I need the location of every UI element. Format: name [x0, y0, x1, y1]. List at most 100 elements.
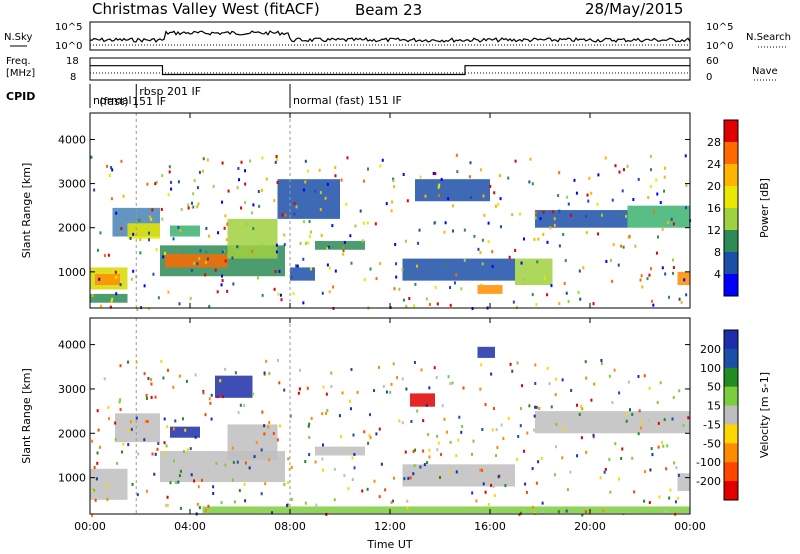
- data-pixel: [596, 202, 599, 206]
- data-pixel: [499, 197, 502, 201]
- data-pixel: [147, 377, 150, 381]
- data-pixel: [95, 477, 98, 481]
- data-pixel: [493, 494, 496, 498]
- data-region: [415, 179, 490, 202]
- colorbar-frame: [723, 329, 739, 501]
- data-pixel: [308, 435, 311, 439]
- colorbar-tick-label: 20: [707, 180, 721, 193]
- data-pixel: [514, 159, 517, 163]
- colorbar-swatch: [724, 443, 738, 463]
- data-pixel: [207, 234, 210, 238]
- data-pixel: [283, 233, 286, 237]
- data-pixel: [531, 467, 534, 471]
- data-pixel: [154, 182, 157, 186]
- data-pixel: [164, 251, 167, 255]
- data-pixel: [451, 381, 454, 385]
- data-pixel: [592, 302, 595, 306]
- data-pixel: [187, 203, 190, 207]
- data-pixel: [535, 405, 538, 409]
- data-pixel: [375, 432, 378, 436]
- data-pixel: [354, 224, 357, 228]
- data-pixel: [685, 293, 688, 297]
- data-pixel: [417, 241, 420, 245]
- data-pixel: [484, 403, 487, 407]
- data-pixel: [232, 460, 235, 464]
- data-pixel: [419, 175, 422, 179]
- data-pixel: [538, 406, 541, 410]
- data-pixel: [160, 207, 163, 211]
- data-pixel: [404, 239, 407, 243]
- data-pixel: [385, 390, 388, 394]
- data-pixel: [523, 237, 526, 241]
- data-pixel: [651, 299, 654, 303]
- data-pixel: [152, 272, 155, 276]
- data-pixel: [167, 193, 170, 197]
- data-pixel: [584, 360, 587, 364]
- data-pixel: [108, 174, 111, 178]
- data-pixel: [682, 423, 685, 427]
- colorbar-tick-label: 8: [714, 246, 721, 259]
- data-pixel: [148, 307, 151, 311]
- nsky-right-tick-lo: 10^0: [706, 41, 733, 52]
- data-pixel: [302, 301, 305, 305]
- data-pixel: [208, 304, 211, 308]
- data-pixel: [146, 419, 149, 423]
- data-pixel: [555, 422, 558, 426]
- data-pixel: [178, 302, 181, 306]
- data-pixel: [258, 204, 261, 208]
- data-pixel: [573, 178, 576, 182]
- data-pixel: [604, 156, 607, 160]
- data-pixel: [511, 369, 514, 373]
- data-pixel: [204, 413, 207, 417]
- colorbar-tick-label: -200: [696, 475, 721, 488]
- data-pixel: [637, 375, 640, 379]
- data-pixel: [214, 268, 217, 272]
- data-pixel: [378, 365, 381, 369]
- data-pixel: [181, 417, 184, 421]
- data-pixel: [267, 425, 270, 429]
- data-pixel: [226, 289, 229, 293]
- data-pixel: [529, 157, 532, 161]
- data-pixel: [535, 481, 538, 485]
- data-pixel: [115, 211, 118, 215]
- colorbar-swatch: [724, 164, 738, 187]
- data-pixel: [558, 209, 561, 213]
- data-pixel: [549, 226, 552, 230]
- data-pixel: [220, 283, 223, 287]
- data-pixel: [91, 294, 94, 298]
- data-pixel: [114, 270, 117, 274]
- data-pixel: [161, 174, 164, 178]
- data-pixel: [204, 508, 207, 512]
- data-pixel: [435, 376, 438, 380]
- data-pixel: [260, 188, 263, 192]
- data-pixel: [199, 249, 202, 253]
- data-pixel: [580, 436, 583, 440]
- data-pixel: [471, 307, 474, 311]
- data-pixel: [557, 193, 560, 197]
- data-pixel: [149, 378, 152, 382]
- y-axis-label: Slant Range [km]: [20, 163, 33, 259]
- data-pixel: [496, 446, 499, 450]
- data-pixel: [186, 448, 189, 452]
- data-pixel: [479, 168, 482, 172]
- data-pixel: [531, 505, 534, 509]
- data-pixel: [567, 300, 570, 304]
- data-pixel: [525, 490, 528, 494]
- data-pixel: [436, 448, 439, 452]
- data-pixel: [438, 183, 441, 187]
- data-pixel: [499, 225, 502, 229]
- data-pixel: [135, 360, 138, 364]
- data-pixel: [198, 170, 201, 174]
- data-pixel: [130, 427, 133, 431]
- data-pixel: [534, 511, 537, 515]
- data-pixel: [322, 385, 325, 389]
- data-pixel: [416, 264, 419, 268]
- data-pixel: [657, 445, 660, 449]
- data-pixel: [471, 491, 474, 495]
- data-pixel: [212, 485, 215, 489]
- data-pixel: [227, 189, 230, 193]
- data-pixel: [653, 210, 656, 214]
- data-pixel: [542, 511, 545, 515]
- data-pixel: [585, 231, 588, 235]
- data-pixel: [151, 208, 154, 212]
